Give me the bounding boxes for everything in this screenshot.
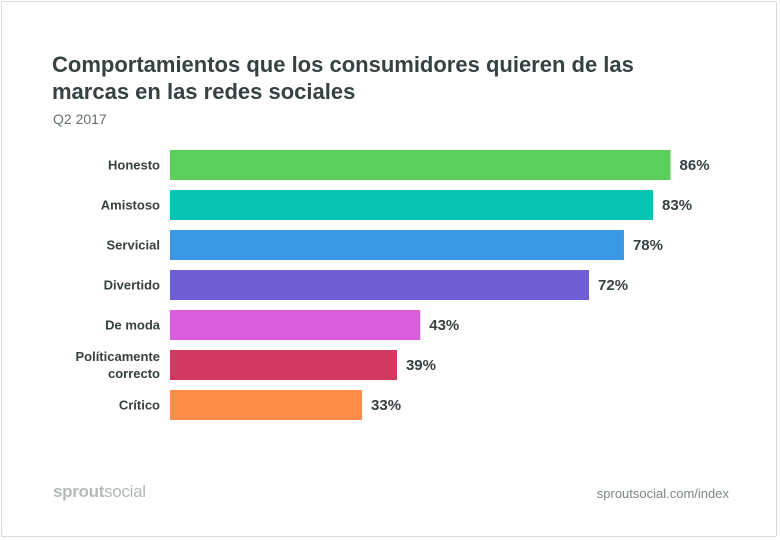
- logo-word-sprout: sprout: [53, 482, 105, 501]
- value-label-1: 83%: [662, 197, 692, 214]
- bar-4: [170, 310, 421, 340]
- category-label-5: Políticamente correcto: [75, 349, 160, 381]
- bar-0: [170, 150, 671, 180]
- category-label-5-line-0: Políticamente: [75, 349, 160, 364]
- category-label-6-line-0: Crítico: [119, 398, 160, 413]
- category-label-6: Crítico: [119, 398, 160, 413]
- value-label-6: 33%: [371, 397, 401, 414]
- chart-subtitle: Q2 2017: [53, 111, 107, 127]
- category-label-1: Amistoso: [101, 198, 160, 213]
- value-label-5: 39%: [406, 357, 436, 374]
- bar-6: [170, 390, 363, 420]
- logo-word-social: social: [104, 482, 146, 501]
- category-label-3: Divertido: [104, 278, 160, 293]
- category-label-2-line-0: Servicial: [107, 238, 161, 253]
- category-label-1-line-0: Amistoso: [101, 198, 160, 213]
- value-label-0: 86%: [680, 157, 710, 174]
- category-label-0: Honesto: [108, 158, 160, 173]
- sproutsocial-logo: sproutsocial: [53, 482, 146, 502]
- bar-1: [170, 190, 654, 220]
- category-label-3-line-0: Divertido: [104, 278, 160, 293]
- bar-2: [170, 230, 624, 260]
- category-label-2: Servicial: [107, 238, 161, 253]
- bar-3: [170, 270, 590, 300]
- category-label-4: De moda: [105, 318, 161, 333]
- chart-title: Comportamientos que los consumidores qui…: [52, 52, 634, 104]
- bar-5: [170, 350, 397, 380]
- category-label-0-line-0: Honesto: [108, 158, 160, 173]
- source-url: sproutsocial.com/index: [596, 486, 729, 501]
- category-label-5-line-1: correcto: [108, 366, 160, 381]
- value-label-2: 78%: [633, 237, 663, 254]
- category-label-4-line-0: De moda: [105, 318, 161, 333]
- value-label-4: 43%: [429, 317, 459, 334]
- value-label-3: 72%: [598, 277, 628, 294]
